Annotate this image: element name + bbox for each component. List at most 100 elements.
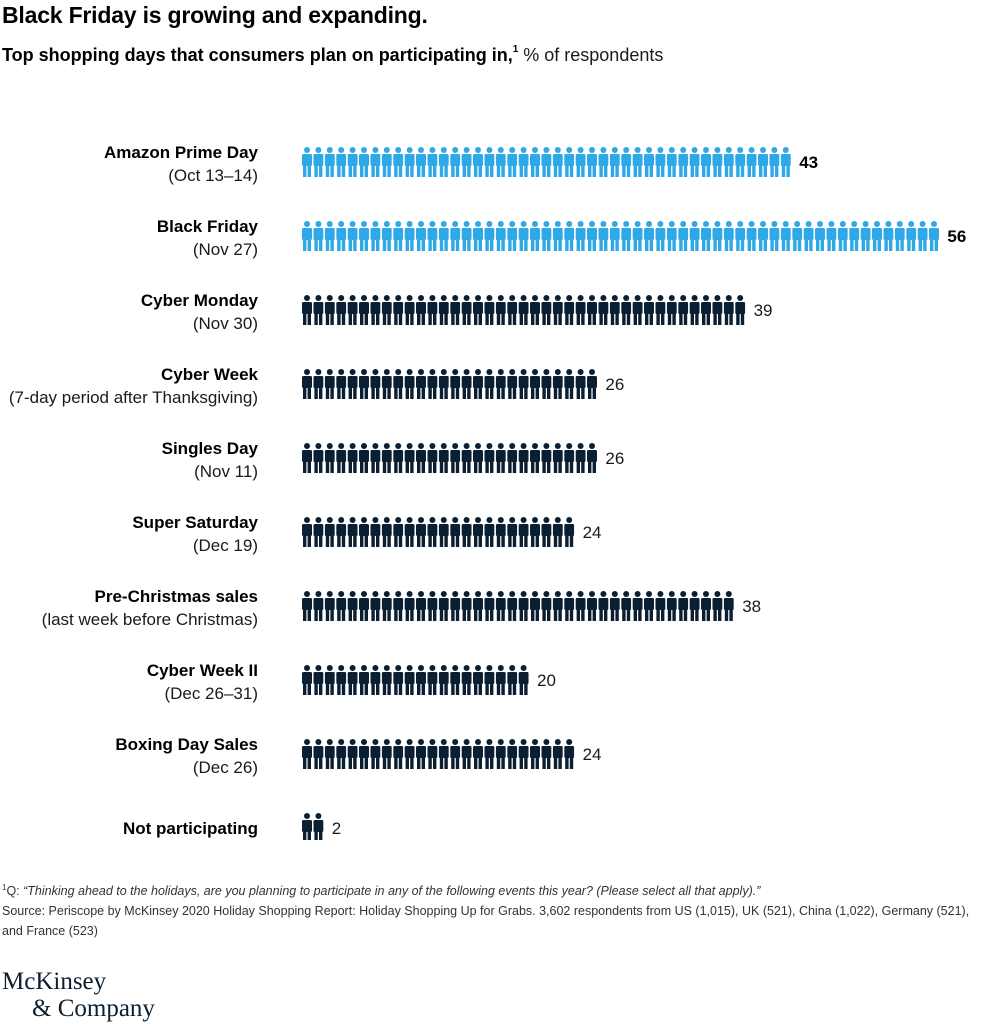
person-icon (484, 295, 495, 325)
person-icon (735, 295, 746, 325)
person-icon (701, 295, 711, 325)
person-icon (302, 221, 312, 251)
person-icon (347, 591, 358, 621)
person-icon (507, 221, 518, 251)
person-icon (324, 739, 335, 769)
person-icon (507, 665, 518, 695)
person-icon (758, 147, 768, 177)
person-icon (860, 221, 871, 251)
category-label: Boxing Day Sales (115, 735, 258, 754)
person-icon (769, 221, 780, 251)
person-icon (438, 221, 449, 251)
category-sublabel: (Nov 11) (194, 462, 258, 481)
person-icon (883, 221, 894, 251)
person-icon (427, 591, 438, 621)
person-icon (484, 739, 495, 769)
person-icon (302, 739, 312, 769)
person-icon (359, 739, 369, 769)
person-icon (381, 295, 392, 325)
person-icon (507, 369, 518, 399)
person-icon (370, 443, 381, 473)
person-icon (484, 221, 495, 251)
person-icon (678, 591, 689, 621)
person-icon (518, 295, 529, 325)
person-icon (438, 295, 449, 325)
person-icon (564, 369, 575, 399)
person-icon (416, 147, 426, 177)
category-sublabel: (Dec 26–31) (164, 684, 258, 703)
person-icon (404, 665, 415, 695)
person-icon (416, 517, 426, 547)
person-icon (632, 147, 643, 177)
person-icon (370, 295, 381, 325)
person-icon (609, 295, 620, 325)
person-icon (427, 443, 438, 473)
person-icon (370, 517, 381, 547)
person-icon (336, 665, 347, 695)
person-icon (381, 665, 392, 695)
person-icon (495, 517, 506, 547)
person-icon (495, 591, 506, 621)
person-icon (302, 517, 312, 547)
person-icon (473, 369, 483, 399)
person-icon (587, 221, 597, 251)
person-icon (632, 295, 643, 325)
person-icon (359, 665, 369, 695)
person-icon (655, 221, 666, 251)
category-label: Black Friday (157, 217, 259, 236)
person-icon (461, 739, 472, 769)
person-icon (712, 147, 723, 177)
category-sublabel: (Oct 13–14) (168, 166, 258, 185)
person-icon (427, 517, 438, 547)
person-icon (416, 295, 426, 325)
chart-row: Not participating 2 (123, 813, 341, 840)
person-icon (689, 147, 700, 177)
person-icon (598, 295, 609, 325)
chart-row: Singles Day (Nov 11) 26 (162, 439, 625, 481)
person-icon (393, 295, 404, 325)
person-icon (689, 221, 700, 251)
person-icon (495, 295, 506, 325)
person-icon (450, 369, 461, 399)
person-icon (324, 665, 335, 695)
person-icon (609, 221, 620, 251)
chart-row: Super Saturday (Dec 19) 24 (132, 513, 601, 555)
person-icon (336, 147, 347, 177)
person-icon (393, 369, 404, 399)
person-icon (803, 221, 814, 251)
person-icon (723, 295, 734, 325)
person-icon (815, 221, 825, 251)
person-icon (484, 591, 495, 621)
person-icon (427, 295, 438, 325)
person-icon (404, 739, 415, 769)
person-icon (712, 221, 723, 251)
person-icon (792, 221, 803, 251)
person-icon (438, 665, 449, 695)
pictogram-chart: Amazon Prime Day (Oct 13–14) 43 Black Frida… (9, 143, 966, 840)
person-icon (872, 221, 882, 251)
chart-row: Cyber Monday (Nov 30) 39 (141, 291, 773, 333)
person-icon (313, 369, 324, 399)
person-icon (473, 221, 483, 251)
person-icon (347, 369, 358, 399)
person-icon (495, 739, 506, 769)
person-icon (518, 591, 529, 621)
person-icon (712, 295, 723, 325)
person-icon (826, 221, 837, 251)
person-icon (530, 147, 540, 177)
person-icon (450, 295, 461, 325)
person-icon (370, 221, 381, 251)
person-icon (438, 369, 449, 399)
person-icon (507, 739, 518, 769)
person-icon (381, 369, 392, 399)
person-icon (359, 221, 369, 251)
value-label: 2 (332, 819, 341, 838)
person-icon (655, 591, 666, 621)
person-icon (461, 147, 472, 177)
mckinsey-logo: McKinsey & Company (2, 968, 155, 1022)
person-icon (427, 221, 438, 251)
person-icon (324, 591, 335, 621)
person-icon (450, 517, 461, 547)
person-icon (587, 147, 597, 177)
person-icon (644, 591, 654, 621)
